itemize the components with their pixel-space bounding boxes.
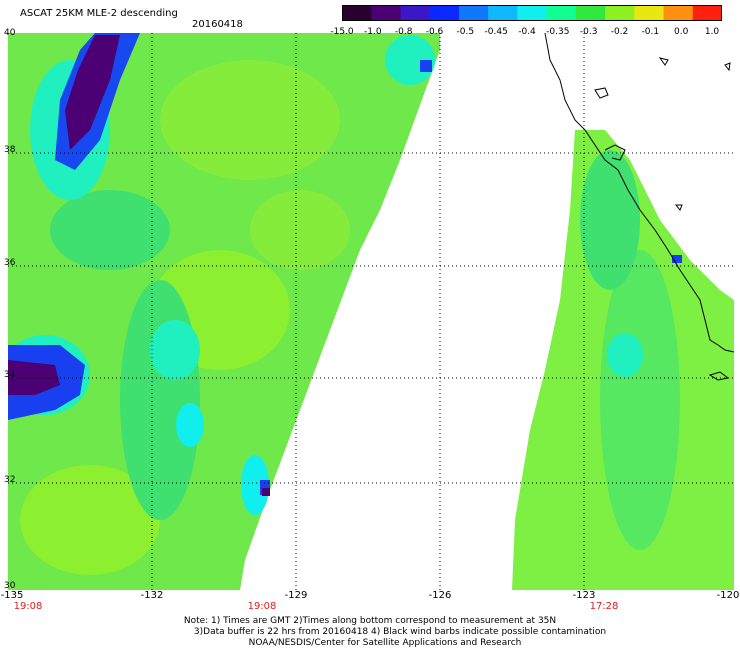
map-title: ASCAT 25KM MLE-2 descending: [20, 8, 178, 19]
cyan-region: [150, 320, 200, 380]
gridlines: [8, 33, 734, 590]
colorbar-tick-label: -0.45: [484, 27, 508, 37]
colorbar-tick-label: -0.2: [610, 27, 629, 37]
blue-region: [260, 480, 270, 495]
colorbar-tick-label: 1.0: [704, 27, 720, 37]
blue-region: [672, 255, 682, 263]
colorbar-segment: [605, 5, 635, 21]
footnote-line: 3)Data buffer is 22 hrs from 20160418 4)…: [193, 627, 607, 637]
colorbar-segment: [692, 5, 723, 21]
coastline: [604, 144, 626, 161]
lat-label: 30: [4, 581, 16, 591]
colorbar-tick-label: -0.35: [546, 27, 570, 37]
time-label: 17:28: [589, 601, 619, 612]
colorbar-tick-label: -15.0: [330, 27, 354, 37]
lon-label: -123: [572, 590, 596, 601]
left-swath-patch: [250, 190, 350, 270]
left-swath-patch: [20, 465, 160, 575]
lat-label: 38: [4, 145, 16, 155]
right-swath-band: [580, 150, 640, 290]
lat-label: 36: [4, 258, 16, 268]
lat-label: 40: [4, 28, 16, 38]
blue-region: [420, 60, 432, 72]
island: [658, 57, 669, 66]
left-swath-patch: [160, 60, 340, 180]
purple-region: [262, 488, 270, 496]
colorbar-segment: [342, 5, 372, 21]
colorbar-tick-label: 0.0: [673, 27, 689, 37]
colorbar-segment: [663, 5, 694, 21]
island: [674, 204, 683, 211]
left-swath-band: [120, 280, 200, 520]
footnote-line: NOAA/NESDIS/Center for Satellite Applica…: [248, 638, 522, 648]
colorbar-segment: [488, 5, 518, 21]
lon-label: -129: [284, 590, 308, 601]
colorbar-segment: [429, 5, 460, 21]
colorbar-segment: [458, 5, 489, 21]
colorbar-segment: [546, 5, 577, 21]
colorbar-tick-label: -0.5: [456, 27, 475, 37]
time-label: 19:08: [13, 601, 43, 612]
colorbar: [342, 5, 723, 25]
lon-label: -126: [428, 590, 452, 601]
lon-label: -132: [140, 590, 164, 601]
time-label: 19:08: [247, 601, 277, 612]
cyan-region: [176, 403, 204, 447]
map-date: 20160418: [192, 19, 243, 30]
purple-region: [65, 35, 120, 150]
left-swath-band: [50, 190, 170, 270]
colorbar-segment: [517, 5, 548, 21]
colorbar-tick-label: -0.8: [394, 27, 413, 37]
island: [724, 62, 731, 72]
colorbar-tick-label: -0.3: [579, 27, 598, 37]
lat-label: 32: [4, 475, 16, 485]
cyan-region: [385, 35, 435, 85]
colorbar-tick-label: -0.1: [641, 27, 660, 37]
coastline: [544, 33, 734, 353]
colorbar-tick-label: -0.6: [425, 27, 444, 37]
island: [594, 87, 609, 99]
footnotes: Note: 1) Times are GMT 2)Times along bot…: [0, 616, 740, 649]
footnote-line: Note: 1) Times are GMT 2)Times along bot…: [183, 616, 557, 626]
cyan-region: [241, 455, 269, 515]
lon-label: -120: [716, 590, 740, 601]
colorbar-segment: [575, 5, 606, 21]
colorbar-segment: [371, 5, 401, 21]
colorbar-segment: [634, 5, 665, 21]
purple-region: [8, 360, 60, 395]
right-swath-band: [600, 250, 680, 550]
lat-label: 34: [4, 370, 16, 380]
colorbar-ticks: -15.0 -1.0 -0.8 -0.6 -0.5 -0.45 -0.4 -0.35 -0.3 -…: [330, 27, 735, 39]
colorbar-tick-label: -1.0: [364, 27, 382, 37]
colorbar-tick-label: -0.4: [518, 27, 536, 37]
cyan-region: [607, 333, 643, 377]
colorbar-segment: [400, 5, 431, 21]
lon-label: -135: [0, 590, 24, 601]
